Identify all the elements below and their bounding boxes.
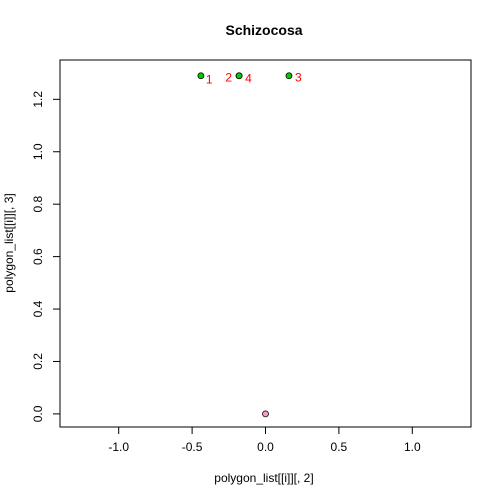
data-point [262, 410, 269, 418]
point-label: 4 [245, 72, 252, 86]
point-label: 2 [225, 71, 232, 85]
y-tick-label: 0.2 [31, 353, 45, 370]
y-axis-label: polygon_list[[i]][, 3] [2, 193, 16, 292]
x-tick-label: -1.0 [108, 440, 129, 454]
x-axis-label: polygon_list[[i]][, 2] [214, 471, 313, 485]
y-tick-label: 0.0 [31, 405, 45, 422]
plot-frame [59, 59, 472, 428]
y-tick-label: 1.2 [31, 91, 45, 108]
y-tick-label: 0.6 [31, 248, 45, 265]
y-tick-label: 0.8 [31, 196, 45, 213]
x-tick-label: 0.5 [331, 440, 348, 454]
data-point [197, 72, 205, 80]
point-label: 1 [206, 73, 213, 87]
y-tick-label: 1.0 [31, 143, 45, 160]
data-point [235, 72, 243, 80]
point-labels: 1 2 3 4 [206, 71, 302, 87]
data-points [197, 72, 293, 418]
x-tick-label: -0.5 [182, 440, 203, 454]
y-axis: 0.0 0.2 0.4 0.6 0.8 1.0 1.2 [31, 91, 61, 422]
x-tick-label: 0.0 [257, 440, 274, 454]
point-label: 3 [295, 71, 302, 85]
x-axis: -1.0 -0.5 0.0 0.5 1.0 [108, 426, 421, 454]
chart-title: Schizocosa [225, 22, 302, 38]
y-tick-label: 0.4 [31, 300, 45, 317]
data-point [285, 72, 293, 80]
x-tick-label: 1.0 [404, 440, 421, 454]
